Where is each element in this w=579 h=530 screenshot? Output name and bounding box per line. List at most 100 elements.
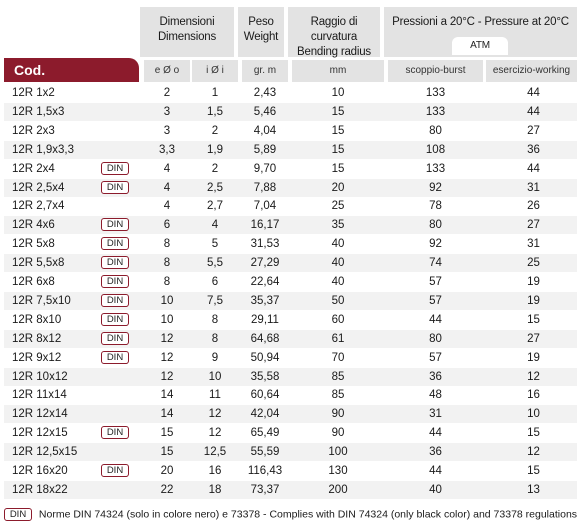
burst-pressure-cell: 48: [429, 389, 442, 402]
subheader-radius-unit: mm: [292, 60, 384, 82]
burst-pressure-cell: 108: [425, 143, 446, 156]
working-pressure-cell: 15: [527, 313, 540, 326]
footnote-text: Norme DIN 74324 (solo in colore nero) e …: [38, 508, 578, 521]
working-pressure-cell: 26: [527, 200, 540, 213]
burst-pressure-cell: 92: [429, 238, 442, 251]
table-row: 12R 7,5x10 DIN 10 7,5 35,37 50 57 19: [4, 291, 577, 310]
table-row: 12R 16x20 DIN 20 16 116,43 130 44 15: [4, 462, 577, 480]
table-row: 12R 1,5x3 3 1,5 5,46 15 133 44: [4, 102, 577, 121]
working-pressure-cell: 31: [527, 181, 540, 194]
weight-cell: 35,37: [250, 294, 280, 307]
burst-pressure-cell: 40: [429, 483, 442, 496]
header-weight: Peso Weight: [238, 7, 284, 57]
weight-cell: 22,64: [250, 276, 280, 288]
din-badge: DIN: [101, 180, 129, 194]
working-pressure-cell: 19: [527, 276, 540, 288]
bending-radius-cell: 40: [331, 257, 345, 270]
inner-diameter-cell: 8: [211, 313, 219, 326]
outer-diameter-cell: 4: [163, 181, 171, 194]
working-pressure-cell: 19: [527, 294, 540, 307]
burst-pressure-cell: 80: [429, 219, 442, 232]
working-pressure-cell: 44: [527, 162, 540, 175]
weight-cell: 2,43: [253, 87, 277, 99]
bending-radius-cell: 100: [328, 446, 348, 459]
table-row: 12R 10x12 12 10 35,58 85 36 12: [4, 367, 577, 386]
outer-diameter-cell: 10: [160, 294, 174, 307]
subheader-mm-label: mm: [329, 65, 347, 76]
working-pressure-cell: 36: [527, 143, 540, 156]
inner-diameter-cell: 12: [208, 427, 222, 440]
subheader-weight-unit: gr. m: [242, 60, 288, 82]
outer-diameter-cell: 22: [160, 483, 174, 496]
table-row: 12R 18x22 22 18 73,37 200 40 13: [4, 480, 577, 499]
product-code-cell: 12R 1,9x3,3: [12, 143, 75, 156]
header-dimensioni-label: Dimensioni: [159, 16, 215, 28]
bending-radius-cell: 15: [331, 105, 345, 118]
header-weight-label: Weight: [243, 31, 279, 43]
outer-diameter-cell: 12: [160, 370, 174, 383]
weight-cell: 9,70: [253, 162, 277, 175]
din-badge: DIN: [101, 161, 129, 175]
inner-diameter-cell: 9: [211, 351, 219, 364]
bending-radius-cell: 15: [331, 162, 345, 175]
atm-tab: ATM: [452, 37, 508, 55]
table-row: 12R 2x4 DIN 4 2 9,70 15 133 44: [4, 160, 577, 178]
bending-radius-cell: 40: [331, 238, 345, 251]
bending-radius-cell: 85: [331, 389, 345, 402]
burst-pressure-cell: 74: [429, 257, 442, 270]
inner-diameter-cell: 10: [208, 370, 222, 383]
weight-cell: 116,43: [247, 465, 283, 477]
product-code-cell: 12R 12x14: [12, 408, 68, 421]
outer-diameter-cell: 8: [163, 257, 171, 270]
weight-cell: 65,49: [250, 427, 280, 440]
product-code-cell: 12R 8x10: [12, 313, 62, 326]
subheader-inner-label: i Ø i: [206, 65, 224, 76]
burst-pressure-cell: 57: [429, 294, 442, 307]
burst-pressure-cell: 36: [429, 446, 442, 459]
table-row: 12R 9x12 DIN 12 9 50,94 70 57 19: [4, 349, 577, 367]
inner-diameter-cell: 2: [211, 124, 219, 137]
din-badge: DIN: [101, 293, 129, 307]
weight-cell: 42,04: [250, 408, 280, 421]
burst-pressure-cell: 80: [429, 332, 442, 345]
inner-diameter-cell: 4: [211, 219, 219, 232]
outer-diameter-cell: 8: [163, 276, 171, 288]
subheader-working: esercizio-working: [486, 60, 577, 82]
table-row: 12R 1x2 2 1 2,43 10 133 44: [4, 84, 577, 102]
weight-cell: 5,46: [253, 105, 277, 118]
bending-radius-cell: 40: [331, 276, 345, 288]
din-badge: DIN: [101, 256, 129, 270]
header-bending-label: Bending radius: [297, 46, 371, 58]
working-pressure-cell: 13: [527, 483, 540, 496]
inner-diameter-cell: 1,9: [207, 143, 223, 156]
outer-diameter-cell: 14: [160, 408, 174, 421]
din-badge: DIN: [101, 275, 129, 288]
working-pressure-cell: 12: [527, 446, 540, 459]
burst-pressure-cell: 44: [429, 313, 442, 326]
working-pressure-cell: 27: [527, 124, 540, 137]
header-raggio-label: Raggio di curvatura: [310, 16, 358, 43]
table-row: 12R 8x10 DIN 10 8 29,11 60 44 15: [4, 311, 577, 329]
header-pressure: Pressioni a 20°C - Pressure at 20°C ATM: [384, 7, 577, 57]
subheader-outer-diameter: e Ø o: [144, 60, 190, 82]
inner-diameter-cell: 6: [211, 276, 219, 288]
product-code-cell: 12R 4x6: [12, 219, 55, 232]
weight-cell: 50,94: [250, 351, 280, 364]
weight-cell: 5,89: [253, 143, 277, 156]
weight-cell: 73,37: [250, 483, 280, 496]
subheader-burst-label: scoppio-burst: [405, 65, 466, 76]
bending-radius-cell: 85: [331, 370, 345, 383]
outer-diameter-cell: 6: [163, 219, 171, 232]
working-pressure-cell: 10: [527, 408, 540, 421]
bending-radius-cell: 50: [331, 294, 345, 307]
inner-diameter-cell: 8: [211, 332, 219, 345]
bending-radius-cell: 35: [331, 219, 345, 232]
product-code-cell: 12R 12x15: [12, 427, 68, 440]
table-row: 12R 12,5x15 15 12,5 55,59 100 36 12: [4, 443, 577, 462]
outer-diameter-cell: 3,3: [159, 143, 175, 156]
working-pressure-cell: 27: [527, 219, 540, 232]
working-pressure-cell: 15: [527, 427, 540, 440]
inner-diameter-cell: 11: [209, 389, 221, 402]
subheader-gram-label: gr. m: [253, 65, 277, 76]
product-code-cell: 12R 1x2: [12, 87, 55, 99]
